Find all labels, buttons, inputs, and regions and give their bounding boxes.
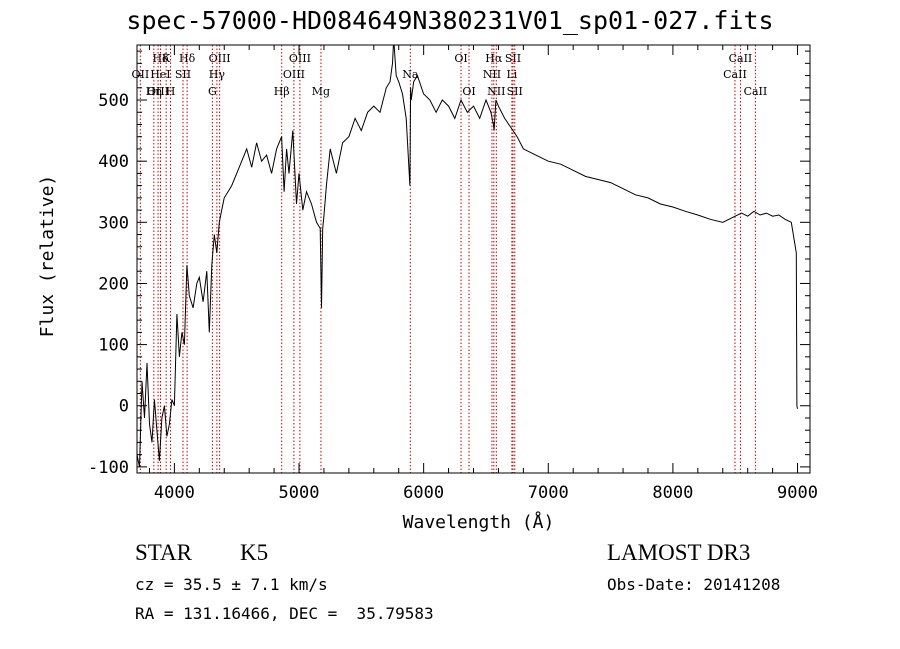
y-tick-label-2: 100 [98,336,129,356]
y-tick-label-5: 400 [98,152,129,172]
class-label: STAR [135,540,192,565]
line-marker-label-25: CaII [729,52,753,65]
x-tick-label-0: 4000 [154,483,195,503]
line-marker-label-13: OIII [283,68,305,81]
y-tick-label-1: 0 [119,397,129,417]
line-marker-label-8: Hδ [179,52,196,65]
chart-title: spec-57000-HD084649N380231V01_sp01-027.f… [126,6,774,35]
x-tick-label-2: 6000 [403,483,444,503]
line-marker-label-6: SII [175,68,191,81]
line-marker-label-9: OIII [209,52,231,65]
y-tick-label-0: -100 [88,458,129,478]
x-axis-label: Wavelength (Å) [403,511,555,533]
line-marker-label-26: CaII [723,68,747,81]
line-marker-label-10: Hγ [209,68,226,81]
survey-label: LAMOST DR3 [607,540,751,565]
line-marker-label-27: CaII [744,85,768,98]
line-marker-label-18: OI [462,85,475,98]
line-marker-label-0: Hδ [152,52,169,65]
x-tick-label-1: 5000 [279,483,320,503]
y-tick-label-6: 500 [98,91,129,111]
line-marker-label-14: Hβ [274,85,290,98]
spectrum-line [137,45,798,468]
line-marker-label-16: Na [402,68,419,81]
y-axis-label: Flux (relative) [37,175,58,338]
line-marker-label-20: SII [505,52,521,65]
line-marker-label-15: Mg [312,85,330,98]
redshift-label: cz = 35.5 ± 7.1 km/s [135,575,328,594]
line-marker-label-19: Hα [485,52,503,65]
line-marker-label-2: OIII [147,85,169,98]
y-tick-label-3: 200 [98,274,129,294]
line-marker-label-7: H [166,85,176,98]
x-tick-label-5: 9000 [777,483,818,503]
line-marker-label-3: K [162,52,171,65]
line-marker-label-4: HeI [150,68,170,81]
line-marker-label-11: G [208,85,217,98]
line-marker-label-22: Li [506,68,517,81]
x-tick-label-4: 8000 [652,483,693,503]
line-marker-label-17: OI [454,52,467,65]
obs-date-label: Obs-Date: 20141208 [607,575,781,594]
line-marker-label-1: OII [132,68,150,81]
coordinates-label: RA = 131.16466, DEC = 35.79583 [135,604,434,623]
plot-frame [136,44,811,474]
line-marker-label-21: NII [483,68,501,81]
line-marker-label-12: OIII [289,52,311,65]
x-tick-label-3: 7000 [528,483,569,503]
line-marker-label-23: NII [487,85,505,98]
subclass-label: K5 [240,540,269,565]
y-tick-label-4: 300 [98,213,129,233]
line-marker-label-5: Hη [146,85,162,98]
line-marker-label-24: SII [507,85,523,98]
